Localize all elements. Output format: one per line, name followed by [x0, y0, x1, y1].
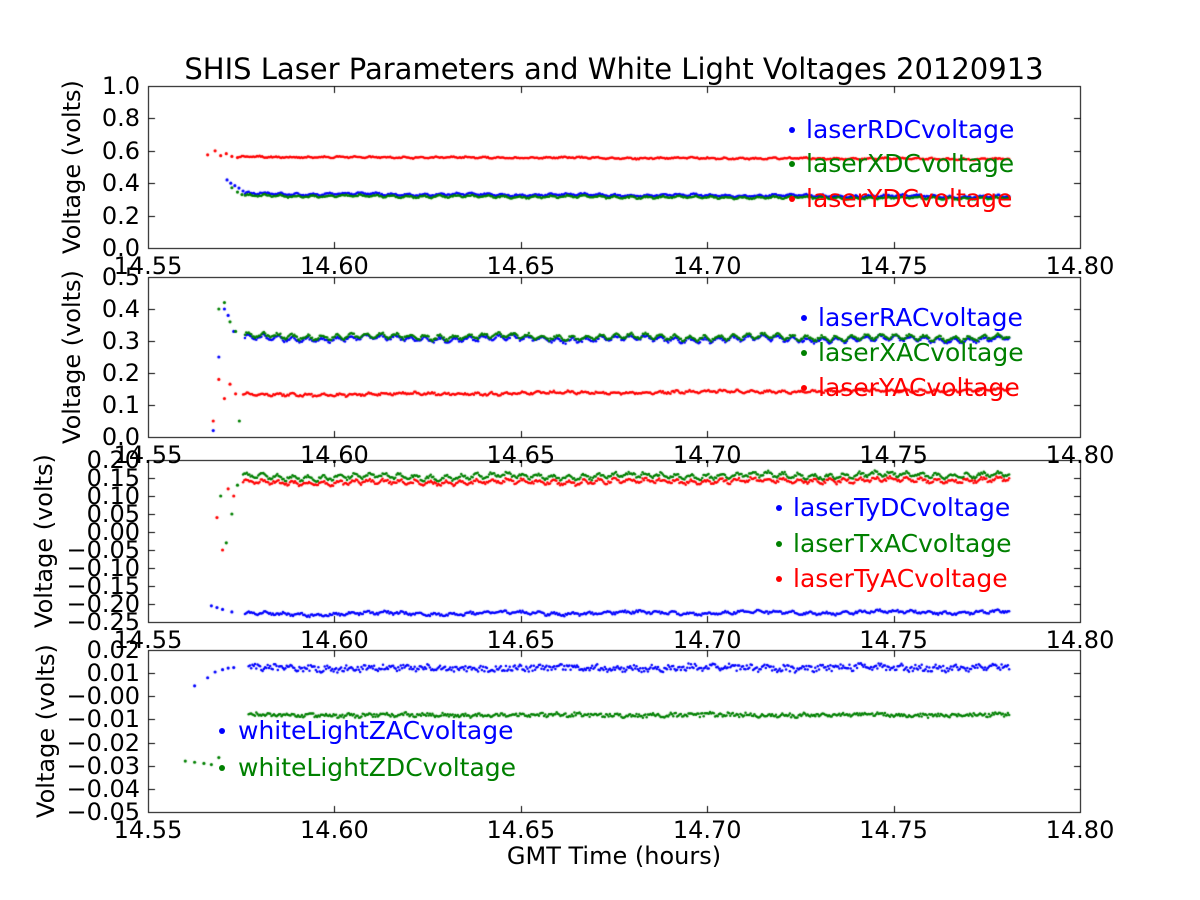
x-axis-label: GMT Time (hours) — [506, 842, 722, 870]
y-axis-label-subplot2: Voltage (volts) — [58, 270, 86, 444]
y-axis-label-subplot4: Voltage (volts) — [32, 644, 60, 818]
chart-title: SHIS Laser Parameters and White Light Vo… — [184, 52, 1044, 86]
